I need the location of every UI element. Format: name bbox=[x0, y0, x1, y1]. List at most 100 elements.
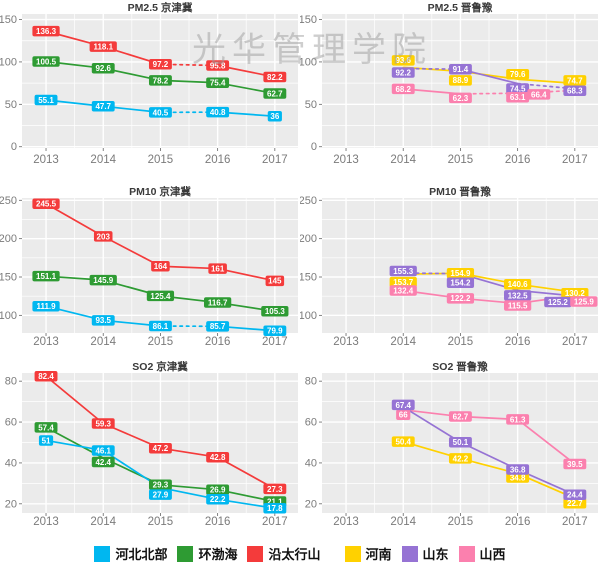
series-segment bbox=[216, 267, 276, 282]
value-label-box bbox=[504, 278, 532, 290]
value-label: 62.7 bbox=[453, 412, 469, 421]
value-label: 151.1 bbox=[36, 272, 57, 281]
value-label: 79.9 bbox=[267, 327, 283, 336]
value-label: 92.2 bbox=[395, 68, 411, 77]
value-label: 22.7 bbox=[567, 499, 583, 508]
value-label: 42.4 bbox=[95, 458, 111, 467]
value-label-box bbox=[506, 464, 530, 475]
value-label: 145.9 bbox=[93, 276, 114, 285]
value-label: 105.3 bbox=[265, 307, 286, 316]
value-label: 153.7 bbox=[393, 278, 414, 287]
chart-svg-pm25-jingjinji: 0 50 100 150 2013 2014 2015 2016 2017 PM2.5 京津冀 13… bbox=[0, 1, 298, 166]
value-label: 125.4 bbox=[150, 292, 171, 301]
series-labels-山东: 155.3 154.2 132.5 125.2 bbox=[389, 265, 572, 308]
value-label-box bbox=[89, 41, 117, 52]
value-label-box bbox=[38, 435, 54, 446]
value-label: 122.2 bbox=[450, 294, 471, 303]
value-label-box bbox=[506, 91, 530, 103]
value-label-box bbox=[91, 456, 115, 468]
value-label: 24.4 bbox=[567, 491, 583, 500]
value-label: 79.6 bbox=[510, 70, 526, 79]
value-label-box bbox=[206, 321, 230, 332]
y-tick-label: 0 bbox=[311, 141, 317, 153]
y-tick-label: 150 bbox=[0, 272, 17, 284]
legend-label: 河北北部 bbox=[115, 546, 168, 562]
value-label: 140.6 bbox=[508, 280, 529, 289]
x-tick-label: 2013 bbox=[33, 516, 59, 528]
legend-item-沿太行山: 沿太行山 bbox=[247, 546, 321, 562]
value-label: 125.2 bbox=[548, 298, 569, 307]
value-label-box bbox=[32, 198, 60, 210]
legend-label: 环渤海 bbox=[198, 546, 238, 562]
value-label-box bbox=[527, 89, 551, 100]
value-label: 145 bbox=[268, 277, 282, 286]
value-label-box bbox=[389, 285, 417, 296]
x-tick-label: 2017 bbox=[262, 336, 288, 348]
x-tick-label: 2015 bbox=[448, 516, 474, 528]
x-tick-label: 2014 bbox=[390, 154, 416, 166]
value-label-box bbox=[263, 88, 287, 99]
chart-svg-so2-jinluyu: 20 40 60 80 2013 2014 2015 2016 2017 SO2 晋鲁豫 66 62.… bbox=[305, 360, 598, 528]
value-label: 154.9 bbox=[450, 269, 471, 278]
value-label-box bbox=[263, 483, 287, 495]
value-label: 17.8 bbox=[267, 504, 283, 513]
value-label-box bbox=[391, 67, 415, 78]
value-label-box bbox=[206, 60, 230, 71]
value-label-box bbox=[261, 306, 289, 317]
value-label: 132.4 bbox=[393, 286, 414, 295]
value-label: 39.5 bbox=[567, 460, 583, 469]
x-tick-label: 2015 bbox=[148, 154, 174, 166]
value-label-box bbox=[148, 59, 172, 70]
value-label-box bbox=[91, 418, 115, 429]
value-label: 42.8 bbox=[210, 453, 226, 462]
chart-title: PM2.5 晋鲁豫 bbox=[428, 1, 493, 14]
value-label-box bbox=[563, 489, 587, 501]
value-label: 55.1 bbox=[38, 96, 54, 105]
value-label: 132.5 bbox=[508, 291, 529, 300]
series-labels-山东: 92.2 91.4 74.5 68.3 bbox=[391, 63, 587, 97]
value-label: 95.8 bbox=[210, 61, 226, 70]
legend-item-山西: 山西 bbox=[458, 546, 506, 562]
value-label-box bbox=[446, 277, 475, 289]
value-label: 47.2 bbox=[153, 444, 169, 453]
legend-swatch-icon bbox=[247, 546, 264, 562]
value-label: 66.4 bbox=[531, 90, 547, 99]
chart-pm10-jinluyu: 100 150 200 250 2013 2014 2015 2016 2017 PM10 晋鲁豫… bbox=[300, 184, 600, 358]
x-tick-label: 2013 bbox=[333, 154, 359, 166]
value-label-box bbox=[448, 75, 472, 86]
y-tick-label: 150 bbox=[0, 14, 17, 26]
value-label: 154.2 bbox=[450, 279, 471, 288]
value-label: 100.5 bbox=[36, 57, 57, 66]
legend-item-山东: 山东 bbox=[401, 546, 449, 562]
series-line-沿太行山 bbox=[45, 202, 276, 282]
series-labels-环渤海: 100.5 92.6 78.2 75.4 62.7 bbox=[32, 56, 287, 99]
value-label: 68.3 bbox=[567, 87, 583, 96]
y-tick-label: 200 bbox=[300, 233, 317, 245]
series-segment bbox=[102, 235, 162, 268]
value-label-box bbox=[391, 83, 415, 95]
value-label: 36.8 bbox=[510, 465, 526, 474]
value-label: 22.2 bbox=[210, 495, 226, 504]
value-label: 155.3 bbox=[393, 267, 414, 276]
chart-title: SO2 晋鲁豫 bbox=[432, 360, 488, 373]
chart-title: PM2.5 京津冀 bbox=[128, 1, 193, 14]
x-tick-label: 2016 bbox=[205, 336, 231, 348]
legend-label: 山东 bbox=[422, 546, 449, 562]
value-label: 66 bbox=[399, 411, 408, 420]
x-tick-label: 2016 bbox=[505, 516, 531, 528]
series-labels-山西: 66 62.7 61.3 39.5 bbox=[396, 409, 587, 470]
value-label-box bbox=[91, 101, 115, 112]
value-label-box bbox=[544, 296, 572, 308]
value-label-box bbox=[391, 436, 415, 447]
x-tick-label: 2016 bbox=[205, 516, 231, 528]
x-tick-label: 2016 bbox=[205, 154, 231, 166]
x-tick-label: 2017 bbox=[262, 516, 288, 528]
series-labels-沿太行山: 245.5 203 164 161 145 bbox=[32, 198, 285, 287]
value-label-box bbox=[206, 451, 230, 463]
value-label: 40.5 bbox=[153, 108, 169, 117]
series-segment bbox=[45, 202, 105, 238]
chart-svg-pm10-jinluyu: 100 150 200 250 2013 2014 2015 2016 2017 PM10 晋鲁豫… bbox=[300, 185, 598, 348]
y-tick-label: 50 bbox=[5, 99, 17, 111]
value-label-box bbox=[148, 75, 172, 86]
